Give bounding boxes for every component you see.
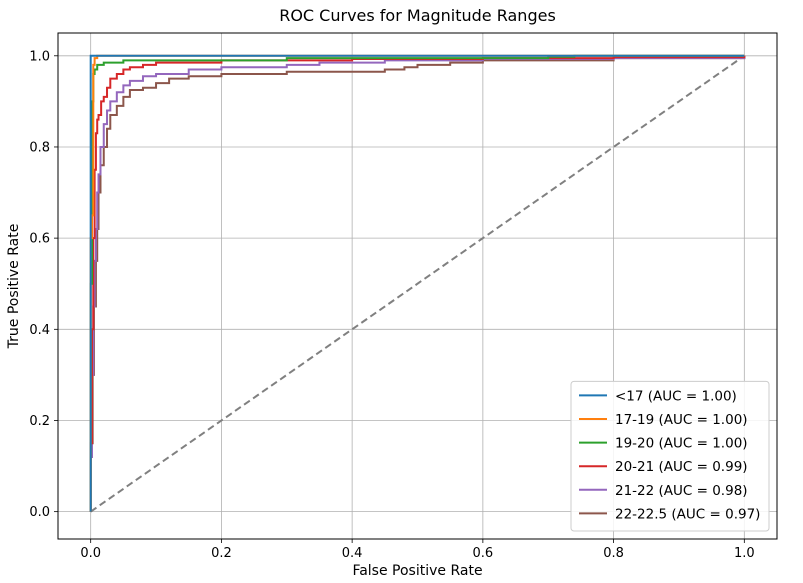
y-tick-label: 0.4: [29, 323, 50, 338]
x-tick-label: 0.4: [342, 546, 363, 561]
x-axis-ticks: 0.0 0.2 0.4 0.6 0.8 1.0: [80, 539, 755, 561]
roc-series-line: [89, 55, 746, 512]
y-tick-label: 0.6: [29, 232, 50, 247]
y-tick-label: 0.2: [29, 414, 50, 429]
legend-entry: 20-21 (AUC = 0.99): [615, 459, 748, 475]
legend-entry: 17-19 (AUC = 1.00): [615, 412, 748, 428]
legend: <17 (AUC = 1.00) 17-19 (AUC = 1.00) 19-20 …: [570, 380, 770, 532]
y-axis-ticks: 0.0 0.2 0.4 0.6 0.8 1.0: [29, 49, 58, 520]
x-tick-label: 0.0: [80, 546, 101, 561]
y-tick-label: 1.0: [29, 49, 50, 64]
roc-series-line: [89, 55, 746, 512]
x-tick-label: 0.6: [473, 546, 494, 561]
legend-entry: 22-22.5 (AUC = 0.97): [615, 506, 760, 522]
legend-entry: 21-22 (AUC = 0.98): [615, 483, 748, 499]
y-tick-label: 0.8: [29, 140, 50, 155]
roc-series-line: [89, 54, 745, 512]
chart-title: ROC Curves for Magnitude Ranges: [279, 6, 556, 25]
x-tick-label: 0.8: [603, 546, 624, 561]
plot-frame: [57, 32, 778, 540]
y-tick-label: 0.0: [29, 505, 50, 520]
legend-box: [570, 380, 770, 532]
roc-series-line: [89, 55, 746, 512]
baseline-diagonal: [90, 54, 745, 513]
x-tick-label: 1.0: [734, 546, 755, 561]
legend-entry: <17 (AUC = 1.00): [615, 388, 737, 404]
y-axis-label: True Positive Rate: [6, 224, 22, 350]
x-tick-label: 0.2: [211, 546, 232, 561]
x-axis-label: False Positive Rate: [352, 563, 482, 579]
plot-series: [89, 54, 746, 513]
legend-entry: 19-20 (AUC = 1.00): [615, 436, 748, 452]
